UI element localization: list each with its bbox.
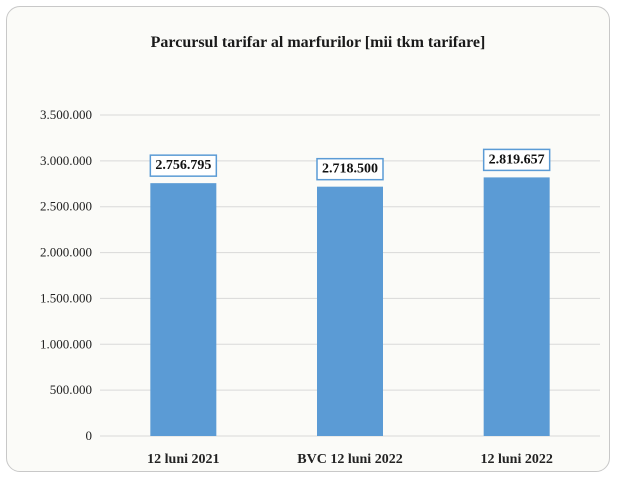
y-tick-label: 0: [86, 428, 93, 443]
data-label: 2.756.795: [149, 154, 218, 177]
bar: [317, 186, 383, 436]
data-labels: 2.756.795 2.718.500 2.819.657: [149, 148, 551, 181]
data-label-box: [482, 148, 551, 172]
y-tick-label: 2.000.000: [40, 245, 92, 260]
y-tick-label: 1.000.000: [40, 336, 92, 351]
chart-title: Parcursul tarifar al marfurilor [mii tkm…: [151, 34, 486, 51]
bars: [150, 177, 550, 437]
data-label-box: [316, 157, 384, 181]
y-tick-label: 3.500.000: [40, 107, 92, 122]
bar: [150, 183, 217, 436]
y-tick-label: 500.000: [50, 382, 92, 397]
data-label: 2.718.500: [316, 157, 384, 181]
y-tick-label: 3.000.000: [40, 153, 92, 168]
data-label: 2.819.657: [482, 148, 551, 172]
y-tick-label: 1.500.000: [40, 290, 92, 305]
data-label-text: 2.756.795: [155, 158, 211, 173]
data-label-box: [149, 154, 218, 177]
x-axis-category-labels: 12 luni 2021 BVC 12 luni 2022 12 luni 2022: [147, 452, 553, 467]
y-tick-label: 2.500.000: [40, 199, 92, 214]
y-axis-tick-labels: 0 500.000 1.000.000 1.500.000 2.000.000 2.500…: [40, 107, 92, 443]
x-category-label: 12 luni 2022: [480, 452, 552, 467]
bar: [483, 177, 550, 437]
x-category-label: BVC 12 luni 2022: [297, 452, 402, 467]
data-label-text: 2.718.500: [322, 162, 378, 177]
x-category-label: 12 luni 2021: [147, 452, 219, 467]
data-label-text: 2.819.657: [489, 152, 545, 167]
